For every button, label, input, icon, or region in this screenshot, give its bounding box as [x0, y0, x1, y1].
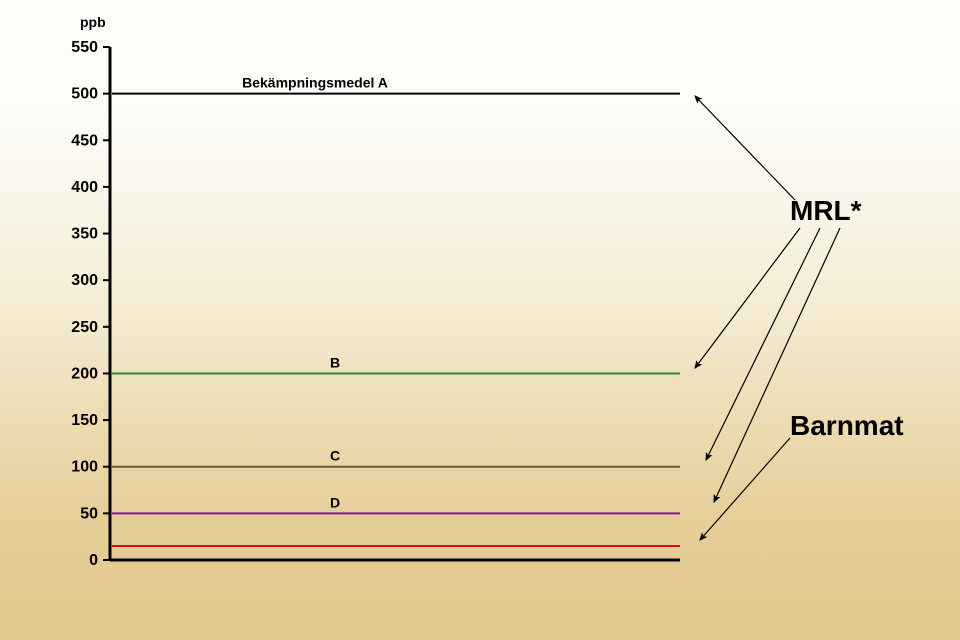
series-label-d: D: [330, 494, 340, 510]
threshold-chart: 0 50 100 150 200 250 300 350 400 450 500 550 ppb Be…: [0, 0, 960, 640]
annotation-arrows: [695, 96, 840, 540]
ytick-label: 250: [71, 319, 98, 336]
arrow-mrl_to_d: [714, 228, 840, 502]
y-unit-label: ppb: [80, 14, 106, 30]
mrl-annotation: MRL*: [790, 195, 862, 226]
ytick-label: 500: [71, 86, 98, 103]
ytick-label: 400: [71, 179, 98, 196]
ytick-label: 450: [71, 132, 98, 149]
y-ticks: 0 50 100 150 200 250 300 350 400 450 500 550: [71, 39, 110, 569]
ytick-label: 550: [71, 39, 98, 56]
arrow-mrl_to_a: [695, 96, 795, 200]
ytick-label: 300: [71, 272, 98, 289]
ytick-label: 100: [71, 459, 98, 476]
ytick-label: 150: [71, 412, 98, 429]
series-label-a: Bekämpningsmedel A: [242, 75, 388, 91]
ytick-label: 350: [71, 226, 98, 243]
ytick-label: 200: [71, 365, 98, 382]
series-label-b: B: [330, 354, 340, 370]
series-lines: [112, 94, 680, 546]
series-labels: Bekämpningsmedel A B C D: [242, 75, 388, 511]
barnmat-annotation: Barnmat: [790, 410, 904, 441]
ytick-label: 50: [80, 505, 98, 522]
arrow-barnmat_to_line: [700, 438, 790, 540]
ytick-label: 0: [89, 552, 98, 569]
series-label-c: C: [330, 448, 340, 464]
arrow-mrl_to_b: [695, 228, 800, 368]
